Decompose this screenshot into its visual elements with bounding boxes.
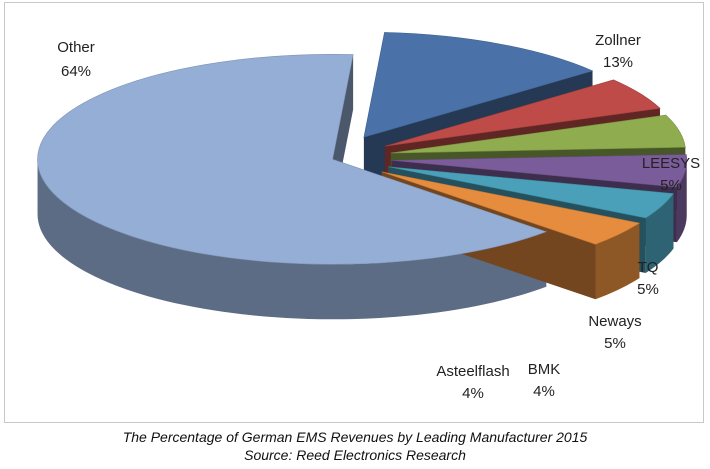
slice-label-other: Other — [57, 39, 95, 56]
caption-source: Source: Reed Electronics Research — [244, 447, 466, 463]
pie-slice-side-other — [37, 159, 547, 320]
slice-label-tq: TQ — [638, 259, 659, 276]
slice-value-label-asteelflash: 4% — [462, 385, 484, 402]
slice-value-label-tq: 5% — [637, 281, 659, 298]
pie-slice-leesys — [384, 79, 661, 147]
chart-caption: The Percentage of German EMS Revenues by… — [0, 428, 710, 464]
slice-label-neways: Neways — [588, 313, 641, 330]
slice-value-label-leesys: 5% — [660, 177, 682, 194]
pie-slice-side-asteelflash — [595, 223, 640, 300]
pie-slice-neways — [391, 154, 688, 188]
pie-slice-other — [37, 54, 548, 265]
slice-label-asteelflash: Asteelflash — [436, 363, 509, 380]
slice-value-label-zollner: 13% — [603, 54, 633, 71]
caption-title: The Percentage of German EMS Revenues by… — [122, 429, 588, 445]
slice-value-label-other: 64% — [61, 63, 91, 80]
slice-label-zollner: Zollner — [595, 32, 641, 49]
slice-label-leesys: LEESYS — [642, 155, 700, 172]
pie-slice-asteelflash — [381, 171, 641, 245]
pie-chart: Zollner 13% LEESYS 5% TQ 5% Neways 5% BMK 4% Astee… — [37, 32, 700, 402]
pie-slice-side-neways — [676, 160, 687, 243]
pie-slice-zollner — [363, 32, 594, 138]
slice-label-bmk: BMK — [528, 361, 561, 378]
slice-value-label-neways: 5% — [604, 335, 626, 352]
pie-slice-bmk — [388, 166, 674, 219]
slice-value-label-bmk: 4% — [533, 383, 555, 400]
pie-slice-tq — [390, 114, 686, 154]
